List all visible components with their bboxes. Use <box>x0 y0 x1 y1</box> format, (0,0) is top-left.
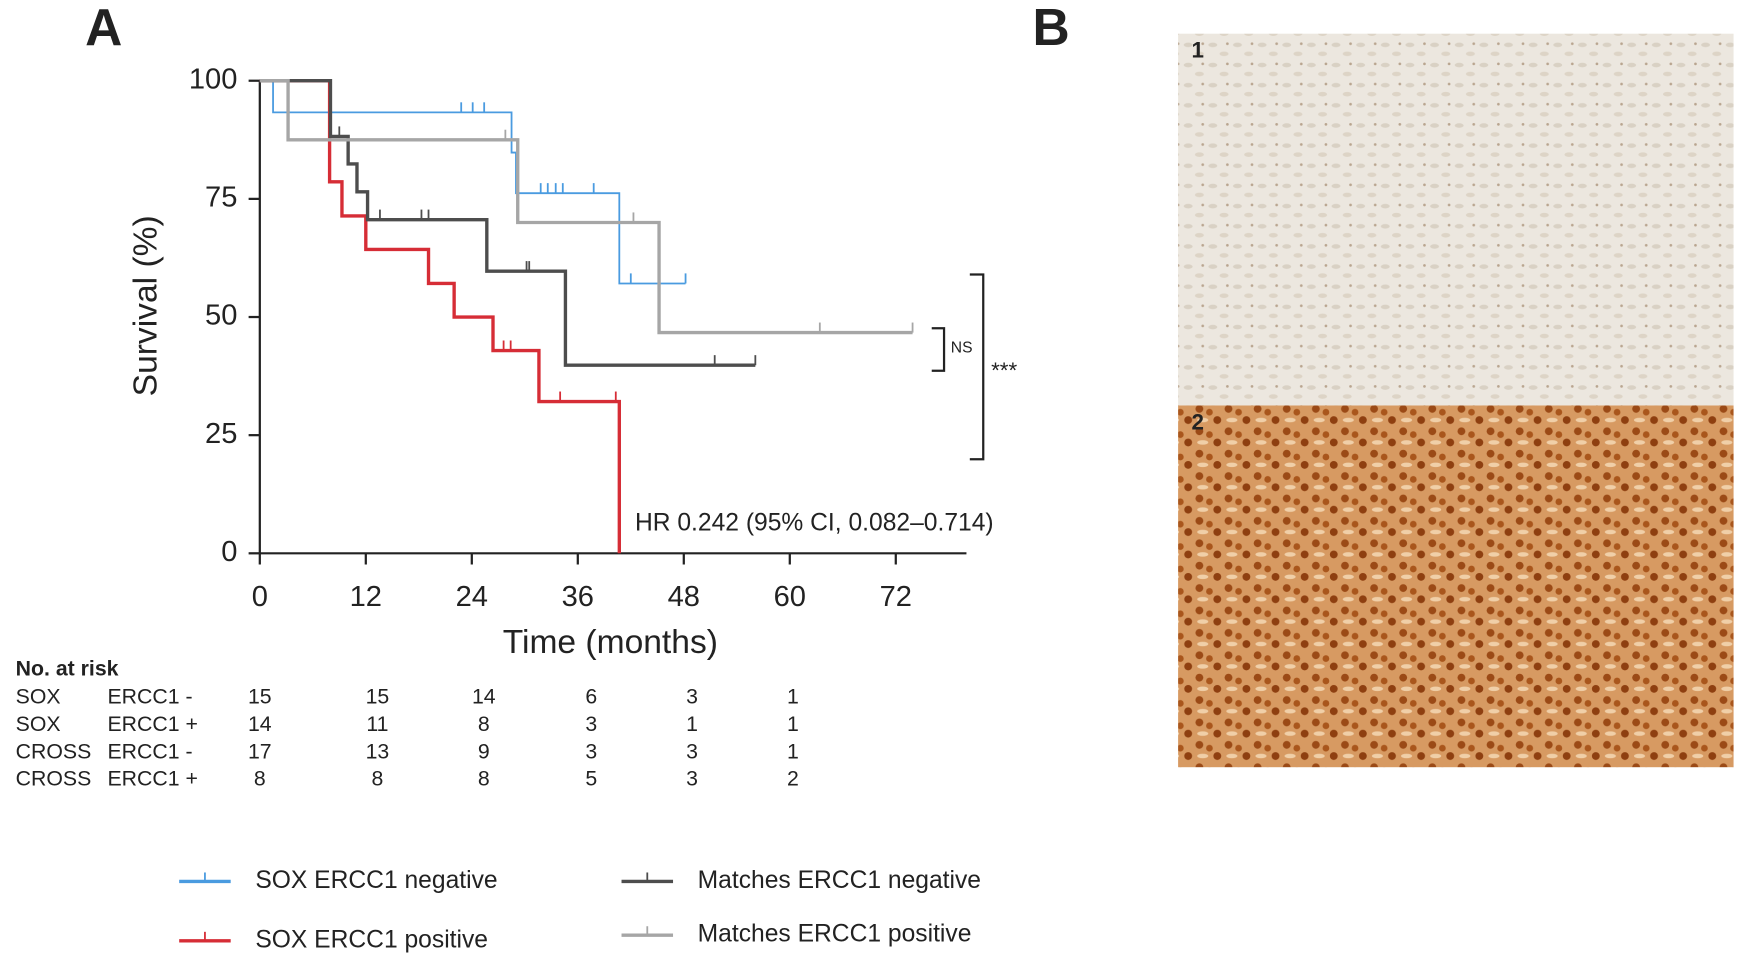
bracket <box>969 273 985 461</box>
risk-count: 1 <box>686 712 698 736</box>
risk-marker: ERCC1 + <box>108 767 198 791</box>
risk-count: 14 <box>248 712 272 736</box>
y-tick-label: 100 <box>189 63 238 95</box>
risk-marker: ERCC1 - <box>108 684 193 708</box>
risk-marker: ERCC1 + <box>108 712 198 736</box>
risk-count: 14 <box>472 684 496 708</box>
risk-count: 5 <box>585 767 597 791</box>
risk-count: 8 <box>478 767 490 791</box>
risk-count: 6 <box>585 684 597 708</box>
risk-count: 8 <box>371 767 383 791</box>
legend-label: Matches ERCC1 positive <box>698 921 972 948</box>
panel-label: B <box>1033 0 1070 56</box>
ihc-image <box>1178 33 1734 406</box>
risk-count: 1 <box>787 684 799 708</box>
risk-count: 8 <box>254 767 266 791</box>
risk-count: 15 <box>248 684 272 708</box>
legend-label: SOX ERCC1 positive <box>255 926 488 953</box>
y-tick-label: 0 <box>221 536 237 568</box>
risk-count: 3 <box>585 712 597 736</box>
x-tick-label: 24 <box>456 581 488 613</box>
ihc-image <box>1178 405 1734 768</box>
y-tick-label: 50 <box>205 300 237 332</box>
image-label: 1 <box>1192 38 1204 63</box>
survival-curve <box>259 79 913 335</box>
risk-group: CROSS <box>16 739 92 763</box>
risk-count: 9 <box>478 739 490 763</box>
x-tick-label: 72 <box>880 581 912 613</box>
legend-label: SOX ERCC1 negative <box>255 867 497 894</box>
sig-annotation: *** <box>991 358 1017 383</box>
x-tick-label: 12 <box>350 581 382 613</box>
risk-count: 1 <box>787 739 799 763</box>
image-label: 2 <box>1192 409 1204 434</box>
legend-label: Matches ERCC1 negative <box>698 867 981 894</box>
risk-count: 3 <box>585 739 597 763</box>
hr-annotation: HR 0.242 (95% CI, 0.082–0.714) <box>635 510 994 537</box>
risk-count: 3 <box>686 739 698 763</box>
x-tick-label: 36 <box>562 581 594 613</box>
y-tick-label: 75 <box>205 182 237 214</box>
risk-marker: ERCC1 - <box>108 739 193 763</box>
risk-count: 3 <box>686 684 698 708</box>
survival-curve <box>259 79 621 554</box>
risk-group: SOX <box>16 712 61 736</box>
ns-annotation: NS <box>951 340 973 357</box>
risk-count: 3 <box>686 767 698 791</box>
x-axis-label: Time (months) <box>503 624 718 661</box>
x-tick-label: 48 <box>668 581 700 613</box>
y-axis-label: Survival (%) <box>128 215 165 396</box>
survival-curve <box>259 79 686 285</box>
bracket <box>931 327 946 372</box>
risk-count: 11 <box>366 712 388 736</box>
risk-count: 1 <box>787 712 799 736</box>
risk-group: SOX <box>16 684 61 708</box>
x-tick-label: 60 <box>774 581 806 613</box>
risk-count: 2 <box>787 767 799 791</box>
risk-title: No. at risk <box>16 656 119 680</box>
risk-count: 8 <box>478 712 490 736</box>
survival-curve <box>259 79 756 367</box>
risk-count: 13 <box>366 739 390 763</box>
panel-label: A <box>85 0 122 56</box>
x-tick-label: 0 <box>252 581 268 613</box>
y-tick-label: 25 <box>205 418 237 450</box>
risk-group: CROSS <box>16 767 92 791</box>
risk-count: 17 <box>248 739 272 763</box>
risk-count: 15 <box>366 684 390 708</box>
